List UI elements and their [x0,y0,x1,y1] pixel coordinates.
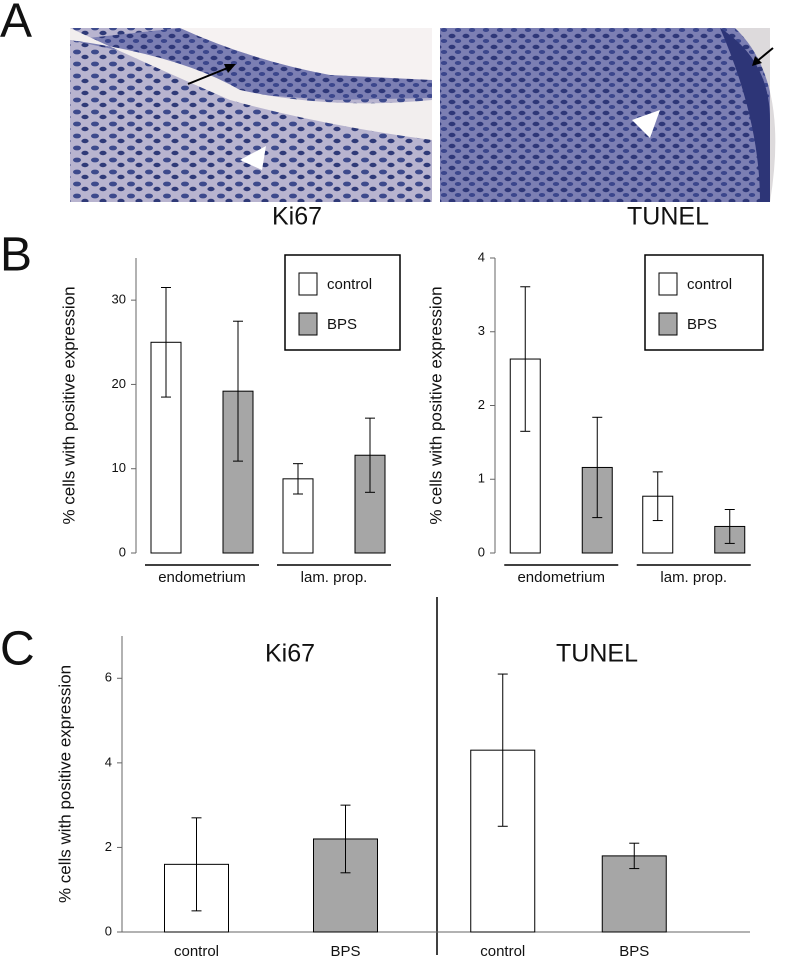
panel-label: A [0,0,32,48]
x-category-label: control [174,943,219,960]
legend-label: control [327,276,372,293]
legend-label: BPS [687,316,717,333]
x-category-label: BPS [619,943,649,960]
y-axis-label: % cells with positive expression [426,286,445,524]
chart-title: TUNEL [556,640,638,668]
legend-label: control [687,276,732,293]
chart-title: Ki67 [265,640,315,668]
y-tick-label: 0 [478,544,485,559]
chart-title: TUNEL [627,203,709,231]
y-tick-label: 0 [105,923,112,938]
y-tick-label: 6 [105,670,112,685]
legend-swatch [658,312,678,336]
legend-swatch [658,272,678,296]
legend-label: BPS [327,316,357,333]
y-tick-label: 10 [112,460,126,475]
bar [150,341,182,554]
y-tick-label: 1 [478,471,485,486]
x-category-label: BPS [330,943,360,960]
micrograph-right [440,28,776,202]
panel-label: C [0,623,35,676]
legend-swatch [298,272,318,296]
x-category-label: control [480,943,525,960]
y-tick-label: 4 [478,249,485,264]
y-tick-label: 0 [119,544,126,559]
y-tick-label: 2 [105,839,112,854]
y-axis-label: % cells with positive expression [55,665,74,903]
y-tick-label: 4 [105,754,112,769]
y-tick-label: 30 [112,292,126,307]
y-axis-label: % cells with positive expression [59,286,78,524]
y-tick-label: 2 [478,397,485,412]
micrograph-left [70,28,432,202]
x-category-label: endometrium [158,569,246,586]
y-tick-label: 3 [478,323,485,338]
panel-label: B [0,229,32,282]
x-category-label: lam. prop. [301,569,368,586]
legend-box [644,254,764,351]
x-category-label: lam. prop. [660,569,727,586]
y-tick-label: 20 [112,376,126,391]
x-category-label: endometrium [517,569,605,586]
legend-box [284,254,401,351]
legend-swatch [298,312,318,336]
chart-title: Ki67 [272,203,322,231]
